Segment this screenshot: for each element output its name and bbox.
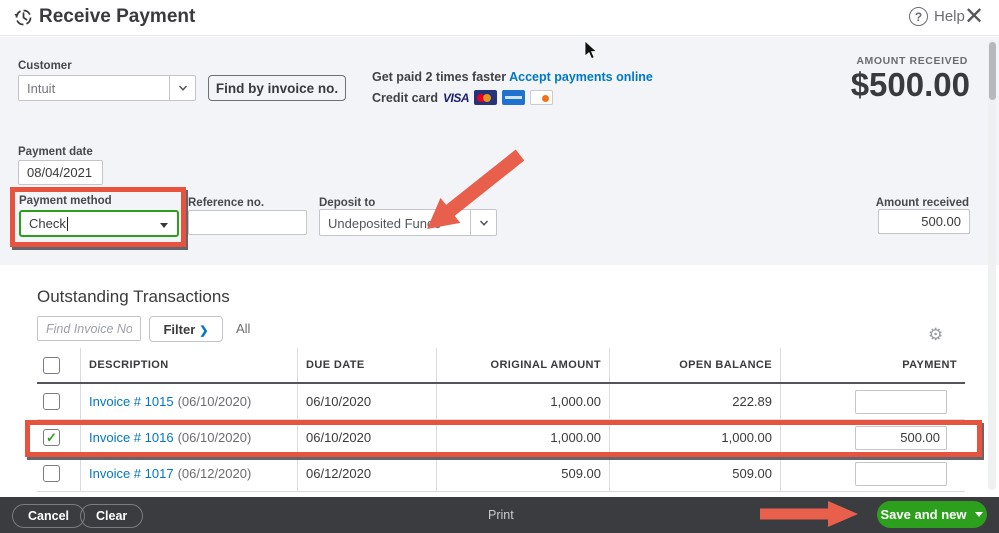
row-checkbox[interactable] [43,465,60,482]
reference-no-input[interactable] [188,210,307,235]
row-checkbox-checked[interactable]: ✓ [43,429,60,446]
amount-received-field-label: Amount received [875,197,969,209]
amex-icon [502,90,526,105]
gear-icon[interactable]: ⚙ [928,325,944,344]
table-row: Invoice # 1015 (06/10/2020) 06/10/2020 1,… [37,384,965,420]
invoice-date-suffix: (06/10/2020) [177,394,252,409]
clear-button[interactable]: Clear [80,504,144,528]
receive-payment-icon [14,9,32,26]
due-date-cell: 06/12/2020 [298,456,437,491]
customer-select[interactable]: Intuit [18,75,196,101]
original-amount-cell: 1,000.00 [437,384,610,419]
payment-method-value: Check [29,216,66,231]
filter-status: All [236,321,251,336]
help-label: Help [934,8,965,25]
col-due-date: DUE DATE [298,348,437,382]
open-balance-cell: 1,000.00 [610,420,781,455]
scrollbar-thumb[interactable] [989,42,996,100]
credit-card-label: Credit card [372,90,438,105]
promo-text: Get paid 2 times faster Accept payments … [372,70,653,84]
col-open-balance: OPEN BALANCE [610,348,781,382]
col-payment: PAYMENT [902,359,957,371]
promo-text-plain: Get paid 2 times faster [372,70,507,84]
select-all-checkbox[interactable] [43,356,60,374]
original-amount-cell: 509.00 [437,456,610,491]
table-header-row: DESCRIPTION DUE DATE ORIGINAL AMOUNT OPE… [37,348,965,384]
filter-button[interactable]: Filter ❯ [149,316,223,342]
row-checkbox[interactable] [43,393,60,410]
save-and-new-label: Save and new [880,507,967,522]
customer-value: Intuit [27,81,56,96]
payment-date-input[interactable] [18,160,103,185]
cancel-button[interactable]: Cancel [12,504,85,528]
chevron-down-icon [479,219,488,226]
dropdown-triangle-icon [160,223,168,228]
payment-amount-input[interactable] [855,425,947,450]
open-balance-cell: 222.89 [610,384,781,419]
invoice-link[interactable]: Invoice # 1015 [89,394,174,409]
deposit-to-value: Undeposited Funds [328,215,441,231]
discover-icon [530,90,554,105]
help-icon: ? [909,7,928,26]
credit-card-row: Credit card VISA [372,90,554,105]
col-description: DESCRIPTION [81,348,298,382]
open-balance-cell: 509.00 [610,456,781,491]
deposit-to-select[interactable]: Undeposited Funds [319,209,497,236]
mastercard-icon [474,90,498,105]
reference-no-label: Reference no. [188,197,265,209]
save-and-new-button[interactable]: Save and new [877,501,987,528]
visa-icon: VISA [443,90,470,105]
due-date-cell: 06/10/2020 [298,420,437,455]
invoice-link[interactable]: Invoice # 1016 [89,430,174,445]
filter-chevron-icon: ❯ [199,324,209,337]
payment-method-select[interactable]: Check [19,210,179,237]
due-date-cell: 06/10/2020 [298,384,437,419]
table-row-selected: ✓ Invoice # 1016 (06/10/2020) 06/10/2020 … [37,420,965,456]
header-bar: Receive Payment ? Help ✕ [0,0,999,36]
outstanding-transactions-panel [0,265,999,497]
amount-received-input[interactable] [878,209,970,234]
text-cursor [66,216,68,231]
invoice-link[interactable]: Invoice # 1017 [89,466,174,481]
original-amount-cell: 1,000.00 [437,420,610,455]
amount-received-heading: AMOUNT RECEIVED [856,55,968,67]
deposit-to-label: Deposit to [319,197,376,209]
find-by-invoice-button[interactable]: Find by invoice no. [208,75,346,101]
find-invoice-input[interactable] [37,316,141,341]
page-title: Receive Payment [39,6,196,27]
close-icon[interactable]: ✕ [964,3,985,30]
help-button[interactable]: ? Help [909,7,965,26]
deposit-to-dropdown-toggle[interactable] [470,210,496,235]
invoice-date-suffix: (06/12/2020) [177,466,252,481]
table-row: Invoice # 1017 (06/12/2020) 06/12/2020 50… [37,456,965,492]
filter-button-label: Filter [163,321,196,337]
payment-date-label: Payment date [18,146,93,158]
amount-received-total: $500.00 [850,66,970,103]
transactions-table: DESCRIPTION DUE DATE ORIGINAL AMOUNT OPE… [37,348,965,492]
print-button[interactable]: Print [488,508,514,522]
chevron-down-icon [178,85,187,91]
customer-dropdown-toggle[interactable] [169,76,195,100]
payment-method-label: Payment method [19,195,112,207]
scrollbar-track[interactable] [988,40,996,490]
payment-amount-input[interactable] [855,461,947,486]
customer-label: Customer [18,60,72,72]
save-dropdown-triangle-icon[interactable] [975,512,984,517]
section-title: Outstanding Transactions [37,287,230,306]
payment-amount-input[interactable] [855,389,947,414]
col-original-amount: ORIGINAL AMOUNT [437,348,610,382]
invoice-date-suffix: (06/10/2020) [177,430,252,445]
accept-payments-link[interactable]: Accept payments online [509,70,653,84]
